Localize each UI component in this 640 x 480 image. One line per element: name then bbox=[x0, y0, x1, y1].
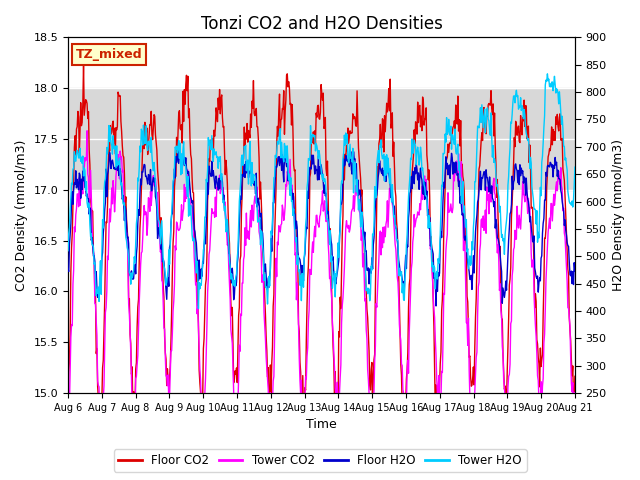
Title: Tonzi CO2 and H2O Densities: Tonzi CO2 and H2O Densities bbox=[200, 15, 442, 33]
Bar bbox=[68, 88, 575, 190]
X-axis label: Time: Time bbox=[306, 419, 337, 432]
Legend: Floor CO2, Tower CO2, Floor H2O, Tower H2O: Floor CO2, Tower CO2, Floor H2O, Tower H… bbox=[113, 449, 527, 472]
Y-axis label: H2O Density (mmol/m3): H2O Density (mmol/m3) bbox=[612, 139, 625, 291]
Text: TZ_mixed: TZ_mixed bbox=[76, 48, 142, 61]
Y-axis label: CO2 Density (mmol/m3): CO2 Density (mmol/m3) bbox=[15, 140, 28, 291]
